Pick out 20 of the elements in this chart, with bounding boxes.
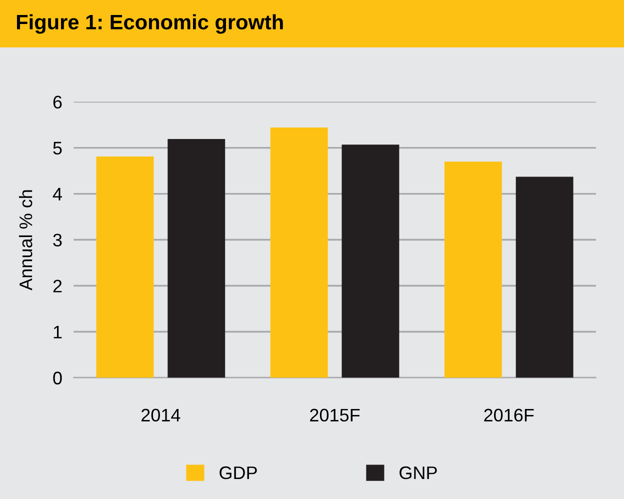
- x-tick-label: 2014: [142, 408, 180, 422]
- bar: [516, 176, 574, 378]
- legend-label: GNP: [400, 466, 437, 480]
- y-axis-title: Annual % ch: [18, 190, 32, 290]
- bar: [96, 156, 154, 378]
- y-tick-label: 5: [53, 142, 62, 155]
- bar: [342, 144, 400, 378]
- x-tick-label: 2015F: [310, 408, 360, 422]
- bar: [168, 139, 226, 378]
- y-tick-label: 2: [53, 280, 62, 292]
- y-tick-label: 0: [53, 372, 62, 384]
- y-tick-label: 3: [53, 234, 62, 246]
- y-tick-label: 1: [54, 326, 62, 338]
- x-tick-label: 2016F: [484, 408, 534, 422]
- bar: [270, 128, 328, 378]
- legend-label: GDP: [220, 466, 257, 480]
- y-tick-label: 4: [52, 188, 62, 200]
- bar: [444, 162, 502, 378]
- chart-title: Figure 1: Economic growth: [16, 14, 283, 34]
- y-tick-label: 6: [53, 96, 62, 109]
